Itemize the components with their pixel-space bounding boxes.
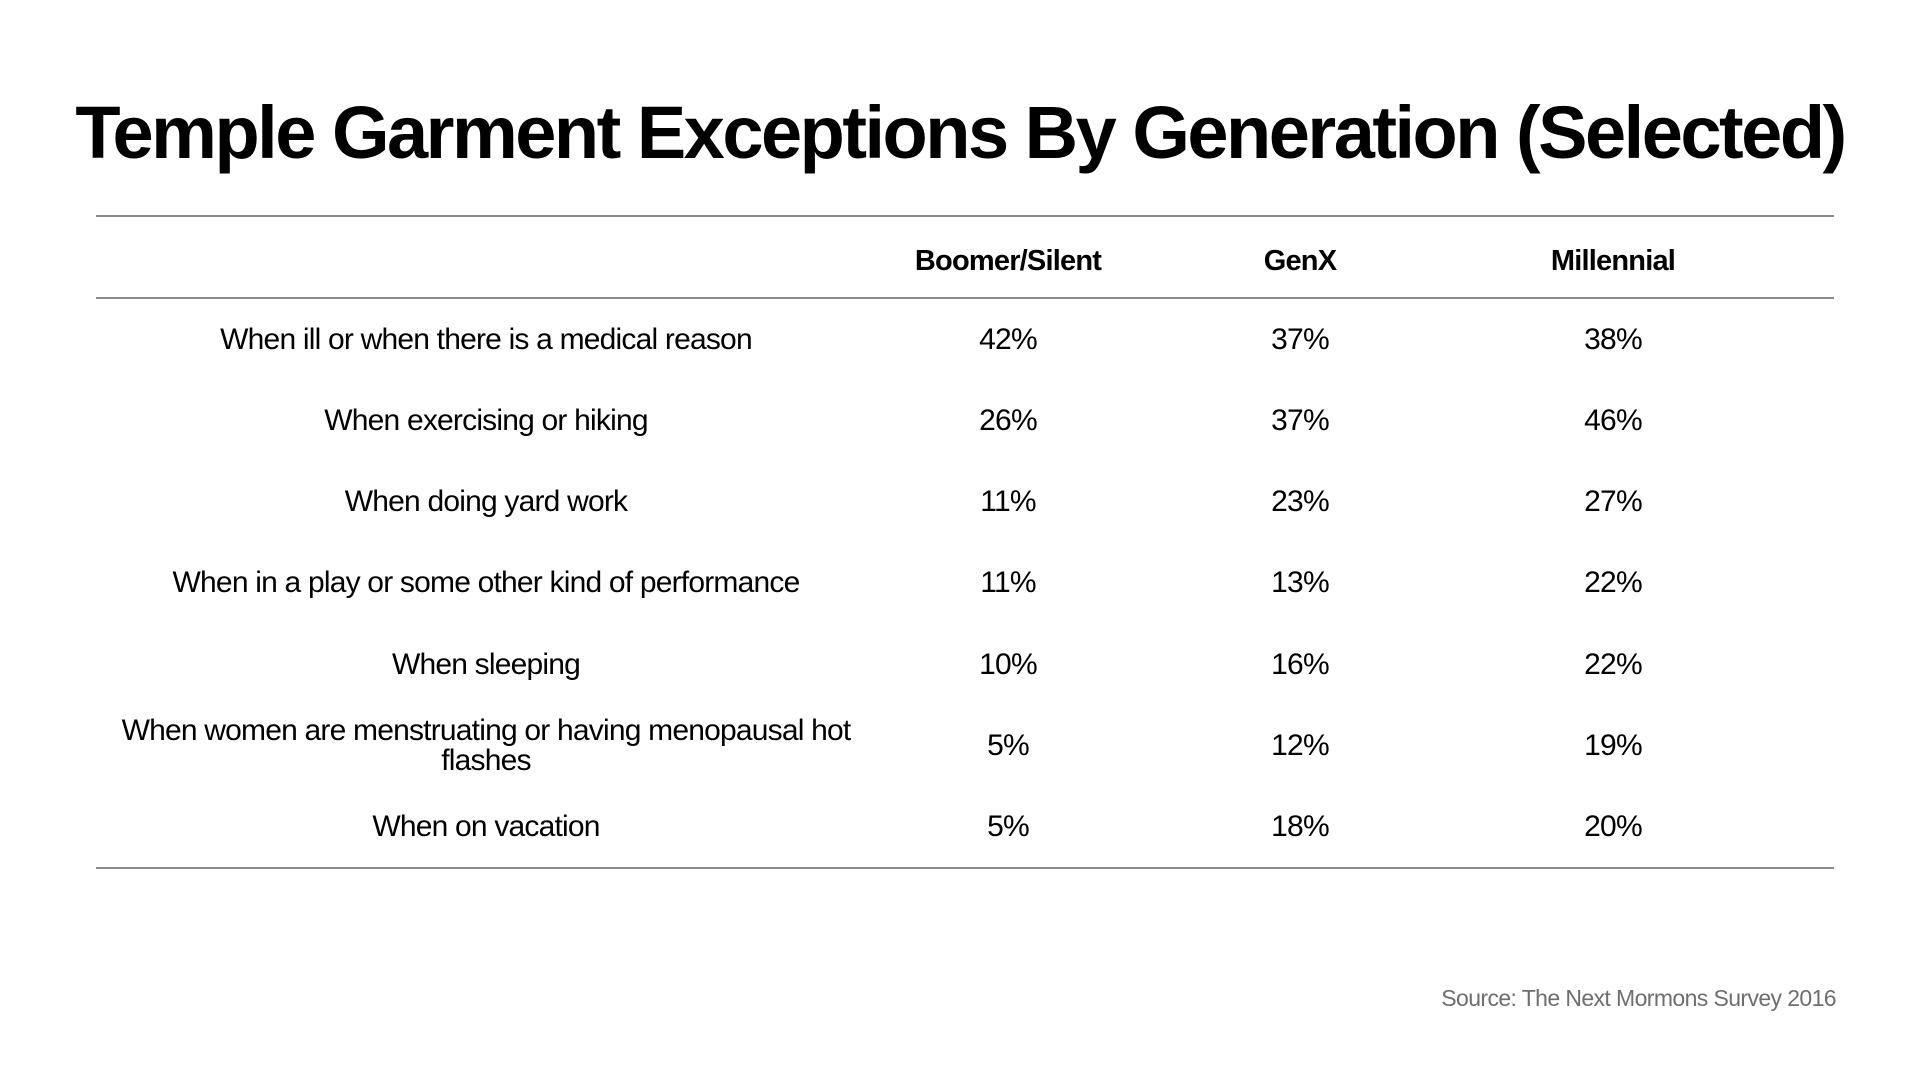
value-cell: 5% [987,810,1030,844]
table-row: When on vacation 5% 18% 20% [96,787,1834,868]
table-row: When ill or when there is a medical reas… [96,299,1834,380]
value-cell: 38% [1584,322,1642,356]
chart-title: Temple Garment Exceptions By Generation … [75,91,1847,174]
row-label: When in a play or some other kind of per… [172,566,801,600]
row-label: When doing yard work [344,485,628,519]
value-cell: 26% [979,403,1037,437]
table-row: When sleeping 10% 16% 22% [96,624,1834,705]
row-label: When ill or when there is a medical reas… [220,322,752,356]
value-cell: 18% [1271,810,1329,844]
row-label: When on vacation [372,810,600,844]
value-cell: 42% [979,322,1037,356]
value-cell: 16% [1271,647,1329,681]
column-header-millennial: Millennial [1550,245,1676,277]
source-note: Source: The Next Mormons Survey 2016 [1441,985,1836,1011]
value-cell: 22% [1584,566,1642,600]
row-label: When women are menstruating or having me… [121,714,852,777]
value-cell: 27% [1584,485,1642,519]
table-bottom-rule [96,867,1834,869]
value-cell: 46% [1584,403,1642,437]
table-top-rule [96,215,1834,217]
value-cell: 11% [980,485,1036,519]
table-row: When women are menstruating or having me… [96,706,1834,787]
value-cell: 11% [980,566,1036,600]
row-label: When sleeping [391,647,581,681]
value-cell: 10% [979,647,1037,681]
table-row: When doing yard work 11% 23% 27% [96,462,1834,543]
row-label: When exercising or hiking [324,403,648,437]
value-cell: 37% [1271,403,1329,437]
value-cell: 20% [1584,810,1642,844]
table-row: When in a play or some other kind of per… [96,543,1834,624]
value-cell: 19% [1584,729,1642,762]
value-cell: 23% [1271,485,1329,519]
column-header-genx: GenX [1263,245,1337,277]
table-row: When exercising or hiking 26% 37% 46% [96,380,1834,461]
value-cell: 13% [1271,566,1329,600]
table-header-rule [96,297,1834,299]
column-header-boomer-silent: Boomer/Silent [914,245,1102,277]
value-cell: 22% [1584,647,1642,681]
value-cell: 12% [1271,729,1329,762]
value-cell: 37% [1271,322,1329,356]
value-cell: 5% [987,729,1030,762]
